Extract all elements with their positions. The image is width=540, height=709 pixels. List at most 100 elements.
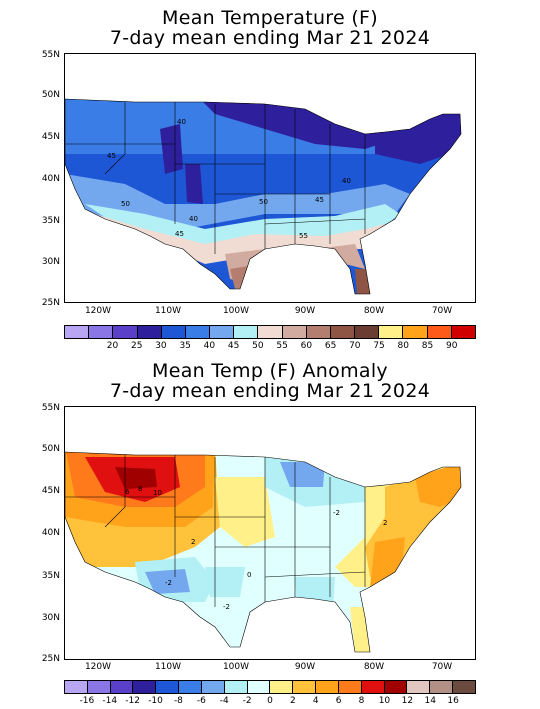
bottom-contour-labels: 6 8 10 2 0 -2 -2 2 -2	[125, 485, 387, 611]
top-contour-label: 50	[259, 198, 268, 206]
bottom-contour-label: 0	[247, 571, 251, 579]
colorbar-label: -6	[196, 696, 206, 706]
top-map-svg: 40 45 50 40 50 45 40 45 55	[65, 98, 462, 295]
bottom-lon-label: 80W	[363, 662, 385, 672]
colorbar-swatch	[137, 326, 162, 338]
colorbar-swatch	[453, 681, 475, 693]
top-lat-label: 45N	[41, 132, 60, 142]
bottom-lat-label: 40N	[41, 528, 60, 538]
colorbar-label: 90	[446, 341, 458, 351]
colorbar-label: 50	[252, 341, 264, 351]
colorbar-label: 12	[401, 696, 414, 706]
colorbar-swatch	[161, 326, 186, 338]
top-colorbar	[64, 325, 476, 339]
colorbar-swatch	[247, 681, 271, 693]
bottom-contour-label: -2	[223, 603, 230, 611]
colorbar-label: 60	[300, 341, 313, 351]
bottom-lat-label: 50N	[41, 444, 60, 454]
bottom-lat-label: 45N	[41, 486, 60, 496]
top-contour-label: 55	[299, 232, 308, 240]
top-contour-label: 40	[189, 215, 198, 223]
colorbar-swatch	[179, 681, 202, 693]
colorbar-swatch	[430, 681, 454, 693]
colorbar-label: -12	[125, 696, 140, 706]
colorbar-swatch	[210, 326, 235, 338]
colorbar-swatch	[258, 326, 283, 338]
bottom-contour-label: 2	[191, 538, 195, 546]
colorbar-label: 10	[378, 696, 391, 706]
bottom-title-line2: 7-day mean ending Mar 21 2024	[109, 380, 431, 402]
colorbar-swatch	[234, 326, 259, 338]
top-contour-label: 45	[175, 230, 184, 238]
colorbar-label: 25	[130, 341, 143, 351]
top-contour-labels: 40 45 50 40 50 45 40 45 55	[107, 118, 351, 240]
top-lat-label: 25N	[41, 298, 60, 308]
colorbar-label: 55	[276, 341, 288, 351]
colorbar-label: 4	[312, 696, 319, 706]
top-lon-label: 70W	[431, 306, 453, 316]
colorbar-swatch	[65, 326, 90, 338]
top-contour-label: 40	[342, 177, 351, 185]
top-lat-label: 50N	[41, 90, 60, 100]
bottom-contour-label: 10	[153, 489, 162, 497]
top-lon-label: 100W	[222, 306, 250, 316]
bottom-contour-label: 6	[125, 488, 130, 496]
colorbar-label: 80	[397, 341, 409, 351]
bottom-anomaly-map: 6 8 10 2 0 -2 -2 2 -2	[64, 406, 476, 660]
colorbar-label: -8	[173, 696, 183, 706]
bottom-colorbar	[64, 680, 476, 694]
colorbar-swatch	[113, 326, 138, 338]
top-temperature-bands	[65, 99, 461, 294]
top-lat-label: 35N	[41, 216, 60, 226]
bottom-state-lines	[65, 451, 462, 653]
top-temperature-map: 40 45 50 40 50 45 40 45 55	[64, 53, 476, 303]
top-lat-label: 55N	[41, 50, 60, 60]
colorbar-swatch	[270, 681, 294, 693]
bottom-lat-label: 35N	[41, 571, 60, 581]
top-contour-label: 45	[315, 196, 324, 204]
colorbar-swatch	[338, 681, 362, 693]
colorbar-label: 35	[179, 341, 191, 351]
colorbar-label: 14	[424, 696, 436, 706]
bottom-lat-label: 30N	[41, 613, 60, 623]
bottom-lon-label: 100W	[222, 662, 250, 672]
top-lat-label: 40N	[41, 174, 60, 184]
top-contour-label: 50	[121, 200, 130, 208]
colorbar-label: -14	[102, 696, 118, 706]
colorbar-swatch	[403, 326, 428, 338]
top-lon-label: 80W	[363, 306, 385, 316]
colorbar-swatch	[316, 681, 339, 693]
colorbar-label: 30	[155, 341, 167, 351]
colorbar-label: 40	[203, 341, 216, 351]
top-title-line2: 7-day mean ending Mar 21 2024	[109, 27, 431, 49]
top-lon-label: 90W	[294, 306, 316, 316]
top-title-line1: Mean Temperature (F)	[162, 7, 378, 29]
colorbar-swatch	[282, 326, 307, 338]
colorbar-swatch	[87, 681, 111, 693]
colorbar-swatch	[384, 681, 408, 693]
bottom-map-svg: 6 8 10 2 0 -2 -2 2 -2	[65, 451, 462, 653]
colorbar-label: 2	[290, 696, 296, 706]
colorbar-swatch	[133, 681, 157, 693]
colorbar-label: 70	[349, 341, 361, 351]
colorbar-label: -10	[148, 696, 163, 706]
top-state-lines	[65, 98, 462, 295]
colorbar-swatch	[427, 326, 452, 338]
bottom-contour-label: -2	[165, 579, 172, 587]
colorbar-label: 20	[106, 341, 119, 351]
colorbar-swatch	[110, 681, 134, 693]
colorbar-swatch	[156, 681, 180, 693]
colorbar-swatch	[407, 681, 431, 693]
colorbar-label: 16	[447, 696, 459, 706]
colorbar-swatch	[355, 326, 380, 338]
bottom-lat-label: 55N	[41, 403, 60, 413]
colorbar-swatch	[293, 681, 317, 693]
colorbar-swatch	[89, 326, 114, 338]
bottom-lat-label: 25N	[41, 654, 60, 664]
colorbar-swatch	[379, 326, 404, 338]
bottom-contour-label: -2	[333, 509, 340, 517]
top-lon-label: 120W	[84, 306, 112, 316]
colorbar-label: 65	[324, 341, 337, 351]
bottom-lon-label: 120W	[84, 662, 112, 672]
colorbar-swatch	[65, 681, 88, 693]
